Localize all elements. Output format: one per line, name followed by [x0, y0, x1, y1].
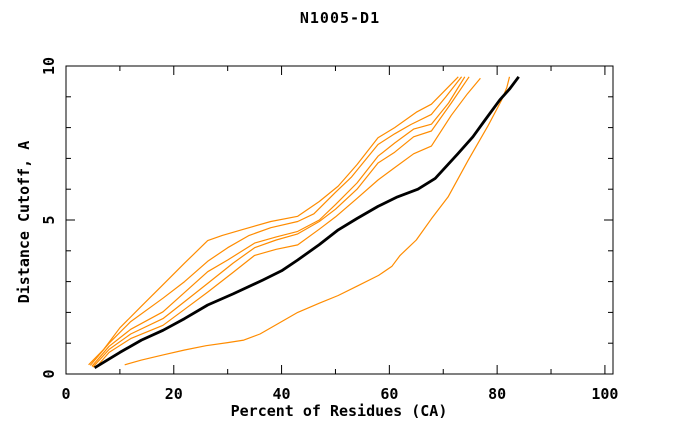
series-orange-outlier	[124, 76, 511, 366]
x-axis-label: Percent of Residues (CA)	[230, 402, 448, 420]
x-tick-label: 60	[380, 385, 398, 403]
series-orange-2	[89, 76, 463, 366]
series-orange-4	[92, 76, 470, 368]
x-tick-label: 80	[488, 385, 506, 403]
x-tick-label: 40	[273, 385, 291, 403]
plot-frame	[65, 65, 614, 375]
x-tick-label: 100	[591, 385, 618, 403]
y-tick-label: 10	[40, 57, 58, 75]
chart-title: N1005-D1	[299, 9, 381, 27]
series-black-main	[93, 75, 520, 369]
x-tick-label: 20	[165, 385, 183, 403]
y-tick-label: 0	[40, 369, 58, 378]
y-tick-label: 5	[40, 215, 58, 224]
series-orange-3	[91, 76, 466, 367]
series-orange-5	[95, 77, 481, 369]
x-tick-label: 0	[61, 385, 70, 403]
series-orange-1	[88, 76, 459, 366]
